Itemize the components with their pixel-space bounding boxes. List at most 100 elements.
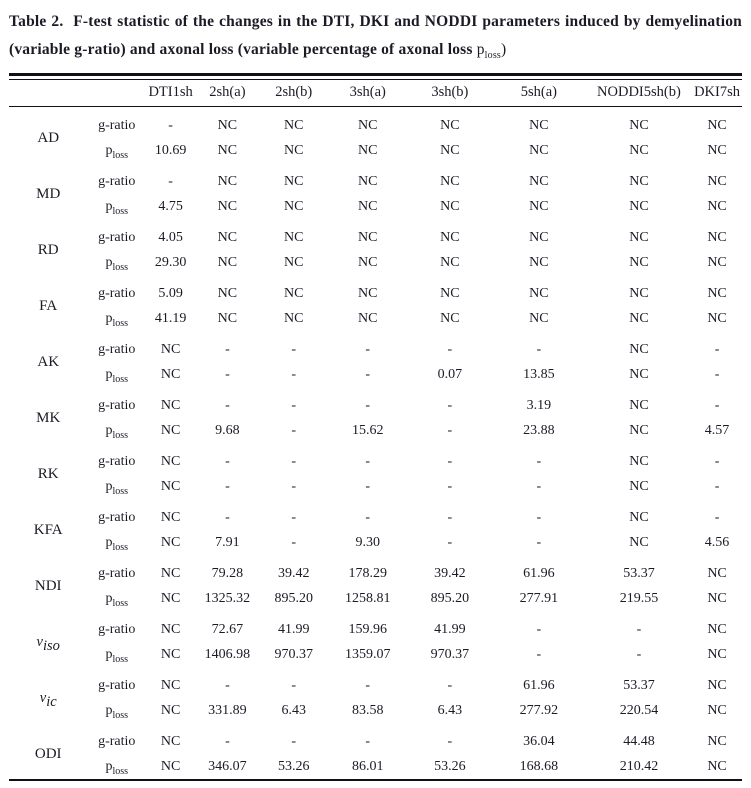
table-cell: NC: [629, 478, 649, 494]
table-row: ploss NC 1325.32 895.20 1258.81 895.20 277.91 2…: [9, 586, 742, 611]
table-cell: 53.26: [277, 758, 310, 774]
table-cell: NC: [707, 229, 727, 245]
sub-row-label-g_ratio: g-ratio: [98, 453, 136, 469]
table-cell: 83.58: [352, 702, 384, 718]
table-cell: NC: [284, 254, 304, 270]
sub-row-label-g_ratio: g-ratio: [98, 341, 136, 357]
table-cell: 970.37: [430, 646, 470, 662]
table-cell: NC: [707, 733, 727, 749]
table-cell: 277.92: [519, 702, 559, 718]
table-cell: NC: [358, 254, 378, 270]
param-label-viso: viso: [36, 633, 60, 654]
table-cell: 13.85: [523, 366, 555, 382]
sub-row-label-p_loss: ploss: [105, 590, 129, 609]
sub-row-label-p_loss: ploss: [105, 254, 129, 273]
table-row: AD g-ratio - NC NC NC NC NC NC NC: [9, 107, 742, 146]
table-cell: 277.91: [519, 590, 559, 606]
column-header-empty: [87, 80, 147, 108]
table-cell: NC: [707, 198, 727, 214]
table-cell: -: [536, 478, 542, 494]
table-cell: 1258.81: [345, 590, 391, 606]
table-cell: -: [447, 453, 453, 469]
table-cell: -: [291, 453, 297, 469]
table-cell: -: [365, 366, 371, 382]
table-row: ploss 29.30 NC NC NC NC NC NC NC: [9, 250, 742, 275]
table-cell: NC: [629, 366, 649, 382]
sub-row-label-g_ratio: g-ratio: [98, 117, 136, 133]
table-cell: -: [291, 733, 297, 749]
table-cell: NC: [160, 590, 181, 606]
table-cell: NC: [707, 565, 727, 581]
table-cell: NC: [629, 229, 649, 245]
column-header-dti1sh: DTI1sh: [146, 80, 196, 108]
table-cell: NC: [529, 229, 549, 245]
table-cell: 168.68: [519, 758, 559, 774]
table-cell: -: [291, 677, 297, 693]
table-cell: NC: [440, 142, 460, 158]
table-cell: NC: [160, 341, 181, 357]
table-cell: 0.07: [437, 366, 463, 382]
table-cell: 4.57: [704, 422, 730, 438]
table-cell: -: [536, 534, 542, 550]
table-cell: 220.54: [619, 702, 659, 718]
table-cell: 7.91: [215, 534, 240, 550]
table-cell: NC: [629, 310, 649, 326]
table-cell: -: [365, 341, 371, 357]
param-label-md: MD: [36, 185, 61, 202]
table-cell: -: [291, 534, 297, 550]
table-cell: NC: [529, 142, 549, 158]
table-row: NDI g-ratio NC 79.28 39.42 178.29 39.42 61.96 53…: [9, 555, 742, 594]
sub-row-label-g_ratio: g-ratio: [98, 397, 136, 413]
table-cell: NC: [529, 198, 549, 214]
table-cell: NC: [160, 646, 181, 662]
table-cell: -: [291, 478, 297, 494]
table-cell: NC: [440, 229, 460, 245]
table-cell: -: [168, 173, 173, 189]
table-cell: NC: [217, 173, 238, 189]
table-cell: NC: [160, 677, 181, 693]
table-cell: NC: [358, 198, 378, 214]
table-cell: NC: [707, 621, 727, 637]
table-cell: NC: [629, 198, 649, 214]
table-cell: -: [447, 478, 453, 494]
table-cell: 5.09: [158, 285, 183, 301]
table-cell: NC: [629, 285, 649, 301]
table-cell: 3.19: [526, 397, 552, 413]
table-cell: NC: [629, 509, 649, 525]
table-cell: 970.37: [274, 646, 313, 662]
table-cell: 210.42: [619, 758, 659, 774]
table-row: ploss 4.75 NC NC NC NC NC NC NC: [9, 194, 742, 219]
table-cell: NC: [707, 285, 727, 301]
table-cell: NC: [707, 254, 727, 270]
table-row: viso g-ratio NC 72.67 41.99 159.96 41.99 - - NC: [9, 611, 742, 653]
table-cell: -: [291, 422, 297, 438]
table-cell: 44.48: [623, 733, 655, 749]
table-row: ODI g-ratio NC - - - - 36.04 44.48 NC: [9, 723, 742, 762]
table-cell: NC: [707, 173, 727, 189]
table-row: ploss NC 331.89 6.43 83.58 6.43 277.92 220.54 NC: [9, 698, 742, 723]
table-cell: -: [168, 117, 173, 133]
column-header-noddi5sh-b-: NODDI5sh(b): [585, 80, 693, 108]
table-cell: NC: [629, 254, 649, 270]
table-cell: NC: [358, 310, 378, 326]
table-row: MD g-ratio - NC NC NC NC NC NC NC: [9, 163, 742, 202]
table-cell: NC: [160, 478, 181, 494]
table-cell: -: [536, 341, 542, 357]
table-cell: NC: [160, 758, 181, 774]
table-cell: NC: [160, 565, 181, 581]
table-cell: 178.29: [348, 565, 388, 581]
table-cell: -: [225, 677, 230, 693]
table-cell: NC: [160, 453, 181, 469]
table-cell: NC: [160, 702, 181, 718]
table-row: RK g-ratio NC - - - - - NC -: [9, 443, 742, 482]
table-cell: 86.01: [352, 758, 384, 774]
table-cell: 53.26: [434, 758, 466, 774]
table-caption-text: F-test statistic of the changes in the D…: [9, 13, 742, 59]
table-cell: NC: [707, 677, 727, 693]
table-cell: NC: [160, 422, 181, 438]
table-caption-suffix: ): [501, 41, 507, 59]
table-cell: NC: [707, 142, 727, 158]
table-cell: -: [365, 677, 371, 693]
table-cell: 4.05: [158, 229, 183, 245]
